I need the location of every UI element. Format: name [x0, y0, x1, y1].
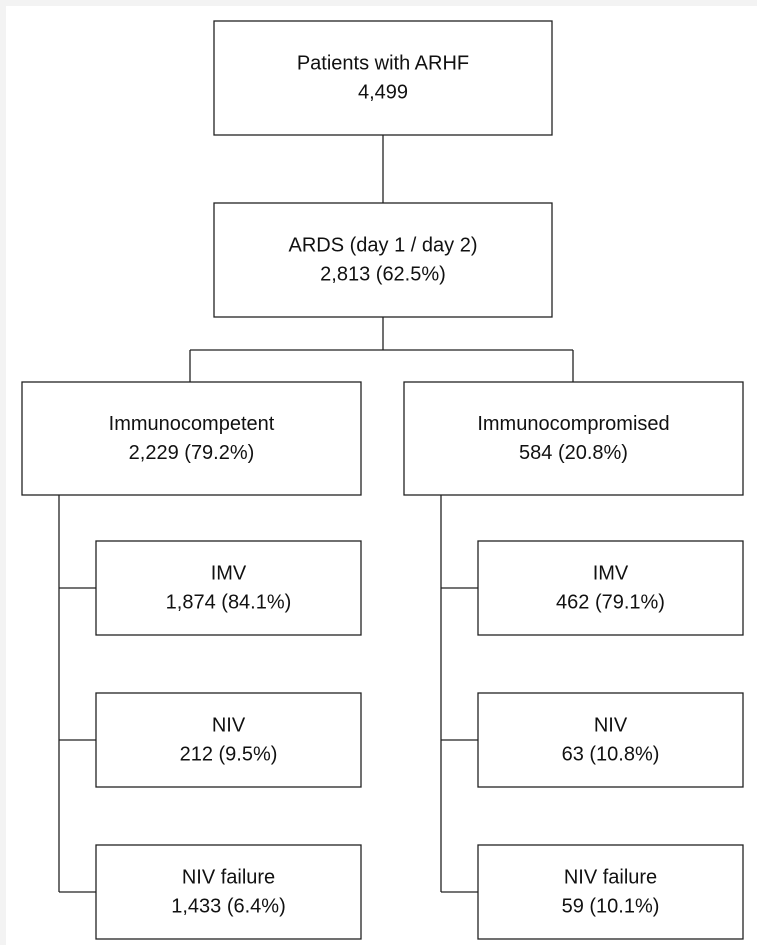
node-count: 1,874 (84.1%)	[166, 591, 292, 613]
node-title: ARDS (day 1 / day 2)	[289, 234, 478, 256]
node-count: 212 (9.5%)	[180, 743, 278, 765]
node-box	[477, 540, 744, 636]
node-box	[477, 844, 744, 940]
node-box	[213, 202, 553, 318]
node-title: Immunocompetent	[109, 413, 275, 435]
node-count: 462 (79.1%)	[556, 591, 665, 613]
connectors	[58, 135, 574, 893]
node-title: NIV failure	[564, 866, 657, 888]
node-box	[403, 381, 744, 496]
node-count: 4,499	[358, 81, 408, 103]
node-box	[95, 540, 362, 636]
node-count: 2,813 (62.5%)	[320, 263, 446, 285]
node-title: NIV	[212, 714, 246, 736]
node-count: 63 (10.8%)	[562, 743, 660, 765]
node-title: NIV	[594, 714, 628, 736]
node-count: 584 (20.8%)	[519, 442, 628, 464]
node-box	[477, 692, 744, 788]
node-title: IMV	[211, 562, 247, 584]
node-box	[21, 381, 362, 496]
node-title: Patients with ARHF	[297, 52, 469, 74]
node-title: IMV	[593, 562, 629, 584]
node-count: 1,433 (6.4%)	[171, 895, 286, 917]
node-box	[213, 20, 553, 136]
node-box	[95, 844, 362, 940]
node-count: 59 (10.1%)	[562, 895, 660, 917]
node-box	[95, 692, 362, 788]
node-count: 2,229 (79.2%)	[129, 442, 255, 464]
node-title: Immunocompromised	[477, 413, 669, 435]
node-title: NIV failure	[182, 866, 275, 888]
